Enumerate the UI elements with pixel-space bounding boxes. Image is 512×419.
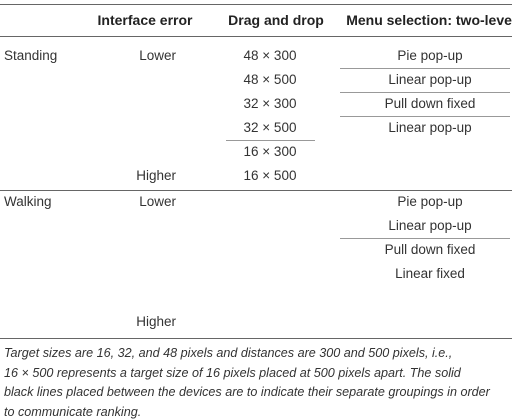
rule [340, 116, 510, 117]
menu-cell: Pie pop-up [397, 48, 463, 63]
menu-cell: Linear pop-up [388, 120, 472, 135]
drag-cell: 48 × 300 [243, 48, 297, 63]
rule [226, 140, 315, 141]
drag-cell: 16 × 300 [243, 144, 297, 159]
footnote-line: to communicate ranking. [4, 404, 142, 419]
rule [0, 338, 512, 339]
footnote-line: 16 × 500 represents a target size of 16 … [4, 365, 461, 380]
header-cell: Menu selection: two-level [346, 12, 512, 28]
footnote-line: black lines placed between the devices a… [4, 385, 490, 399]
rule [340, 238, 510, 239]
rule [340, 68, 510, 69]
drag-cell: 32 × 500 [243, 120, 297, 135]
level-label: Higher [136, 168, 176, 183]
menu-cell: Linear pop-up [388, 218, 472, 233]
drag-cell: 16 × 500 [243, 168, 297, 183]
menu-cell: Pull down fixed [384, 96, 476, 111]
menu-cell: Pie pop-up [397, 194, 463, 209]
rule [0, 36, 512, 37]
device-label: Walking [4, 194, 52, 209]
rule [340, 92, 510, 93]
drag-cell: 32 × 300 [243, 96, 297, 111]
rule [0, 4, 512, 5]
header-cell: Interface error [97, 12, 193, 28]
level-label: Lower [139, 48, 176, 63]
device-label: Standing [4, 48, 58, 63]
level-label: Higher [136, 314, 176, 329]
menu-cell: Linear pop-up [388, 72, 472, 87]
footnote-line: Target sizes are 16, 32, and 48 pixels a… [4, 346, 453, 360]
level-label: Lower [139, 194, 176, 209]
drag-cell: 48 × 500 [243, 72, 297, 87]
rule [0, 190, 512, 191]
menu-cell: Pull down fixed [384, 242, 476, 257]
header-cell: Drag and drop [228, 12, 324, 28]
menu-cell: Linear fixed [395, 266, 465, 281]
